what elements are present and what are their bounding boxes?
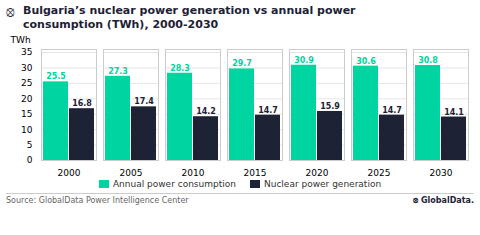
svg-text:30.8: 30.8 [418,56,438,65]
svg-text:5: 5 [27,140,33,150]
svg-text:2025: 2025 [368,167,391,177]
svg-text:2030: 2030 [430,167,453,177]
svg-text:14.1: 14.1 [444,107,464,116]
svg-text:30.9: 30.9 [294,55,314,64]
svg-text:2010: 2010 [182,167,205,177]
svg-text:14.7: 14.7 [382,105,402,114]
svg-text:29.7: 29.7 [232,59,252,68]
html-text:Bulgaria’s nuclear power gener: Bulgaria’s nuclear power generation vs a… [23,4,356,32]
svg-text:0: 0 [27,155,33,165]
html-text:Nuclear power generation: Nuclear power generation [264,178,382,189]
svg-text:16.8: 16.8 [72,99,92,108]
svg-text:TWh: TWh [10,34,31,44]
svg-text:10: 10 [21,124,33,134]
svg-text:14.2: 14.2 [196,107,216,116]
svg-text:35: 35 [21,47,32,57]
svg-text:25: 25 [21,78,32,88]
html-text:Source: GlobalData Power Intel: Source: GlobalData Power Intelligence Ce… [6,195,189,205]
svg-text:2015: 2015 [244,167,267,177]
svg-text:15.9: 15.9 [320,102,340,111]
svg-text:28.3: 28.3 [170,63,190,72]
html-text:⦻ GlobalData.: ⦻ GlobalData. [413,195,474,205]
svg-text:14.7: 14.7 [258,105,278,114]
svg-text:2005: 2005 [120,167,143,177]
html-text:Annual power consumption: Annual power consumption [112,178,236,189]
svg-text:30.6: 30.6 [356,56,376,65]
svg-text:2000: 2000 [58,167,81,177]
svg-text:15: 15 [21,109,32,119]
svg-text:27.3: 27.3 [108,66,128,75]
svg-text:25.5: 25.5 [46,72,66,81]
svg-text:17.4: 17.4 [134,97,154,106]
svg-text:30: 30 [21,62,33,72]
svg-text:20: 20 [21,93,33,103]
svg-text:2020: 2020 [306,167,329,177]
